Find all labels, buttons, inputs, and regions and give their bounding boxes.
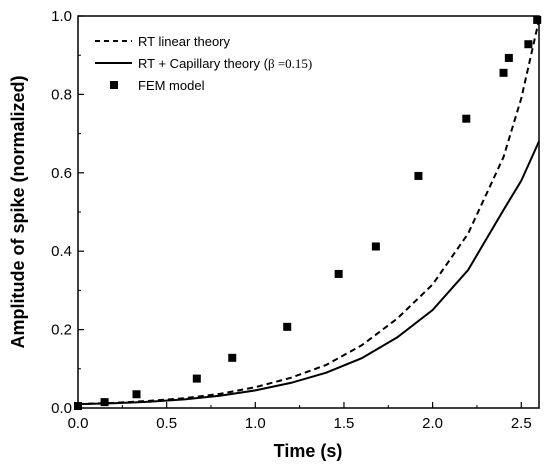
fem-data-point [228,353,237,362]
fem-data-point [371,242,380,251]
x-tick-label: 0.5 [156,415,177,432]
fem-data-point [334,269,343,278]
y-tick-label: 0.8 [51,86,72,103]
y-axis-title: Amplitude of spike (normalized) [8,75,28,348]
y-tick-label: 0.0 [51,400,72,417]
legend-label-rt-capillary: RT + Capillary theory (β =0.15) [138,56,312,71]
legend-label-rt-linear: RT linear theory [138,34,231,49]
y-tick-label: 0.2 [51,322,72,339]
series-line-rt-capillary [77,140,540,406]
fem-data-point [414,171,423,180]
fem-data-point [100,398,109,407]
fem-data-point [132,390,141,399]
legend-label-fem: FEM model [138,78,205,93]
fem-data-point [283,322,292,331]
legend-label-part-1: RT + Capillary theory ( [138,56,269,71]
x-axis-title: Time (s) [274,441,343,461]
x-tick-label: 2.0 [422,415,443,432]
fem-data-point [499,68,508,77]
fem-data-point [524,40,533,49]
fem-data-point [462,114,471,123]
y-tick-label: 1.0 [51,8,72,25]
y-tick-label: 0.6 [51,165,72,182]
x-tick-label: 1.5 [334,415,355,432]
legend-square-marker-icon [110,81,118,89]
legend-label-part-2: =0.15) [275,56,313,71]
x-tick-label: 1.0 [245,415,266,432]
x-tick-label: 0.0 [68,415,89,432]
legend-label-beta: β [268,56,275,71]
fem-data-point [192,374,201,383]
x-tick-label: 2.5 [511,415,532,432]
legend: RT linear theory RT + Capillary theory (… [95,34,312,93]
y-tick-label: 0.4 [51,243,72,260]
fem-data-point [504,53,513,62]
fem-data-point [533,15,542,24]
axis-ticks: 0.0 0.5 1.0 1.5 2.0 2.5 0.0 0.2 0.4 0.6 0.8 1.0 [51,8,532,432]
